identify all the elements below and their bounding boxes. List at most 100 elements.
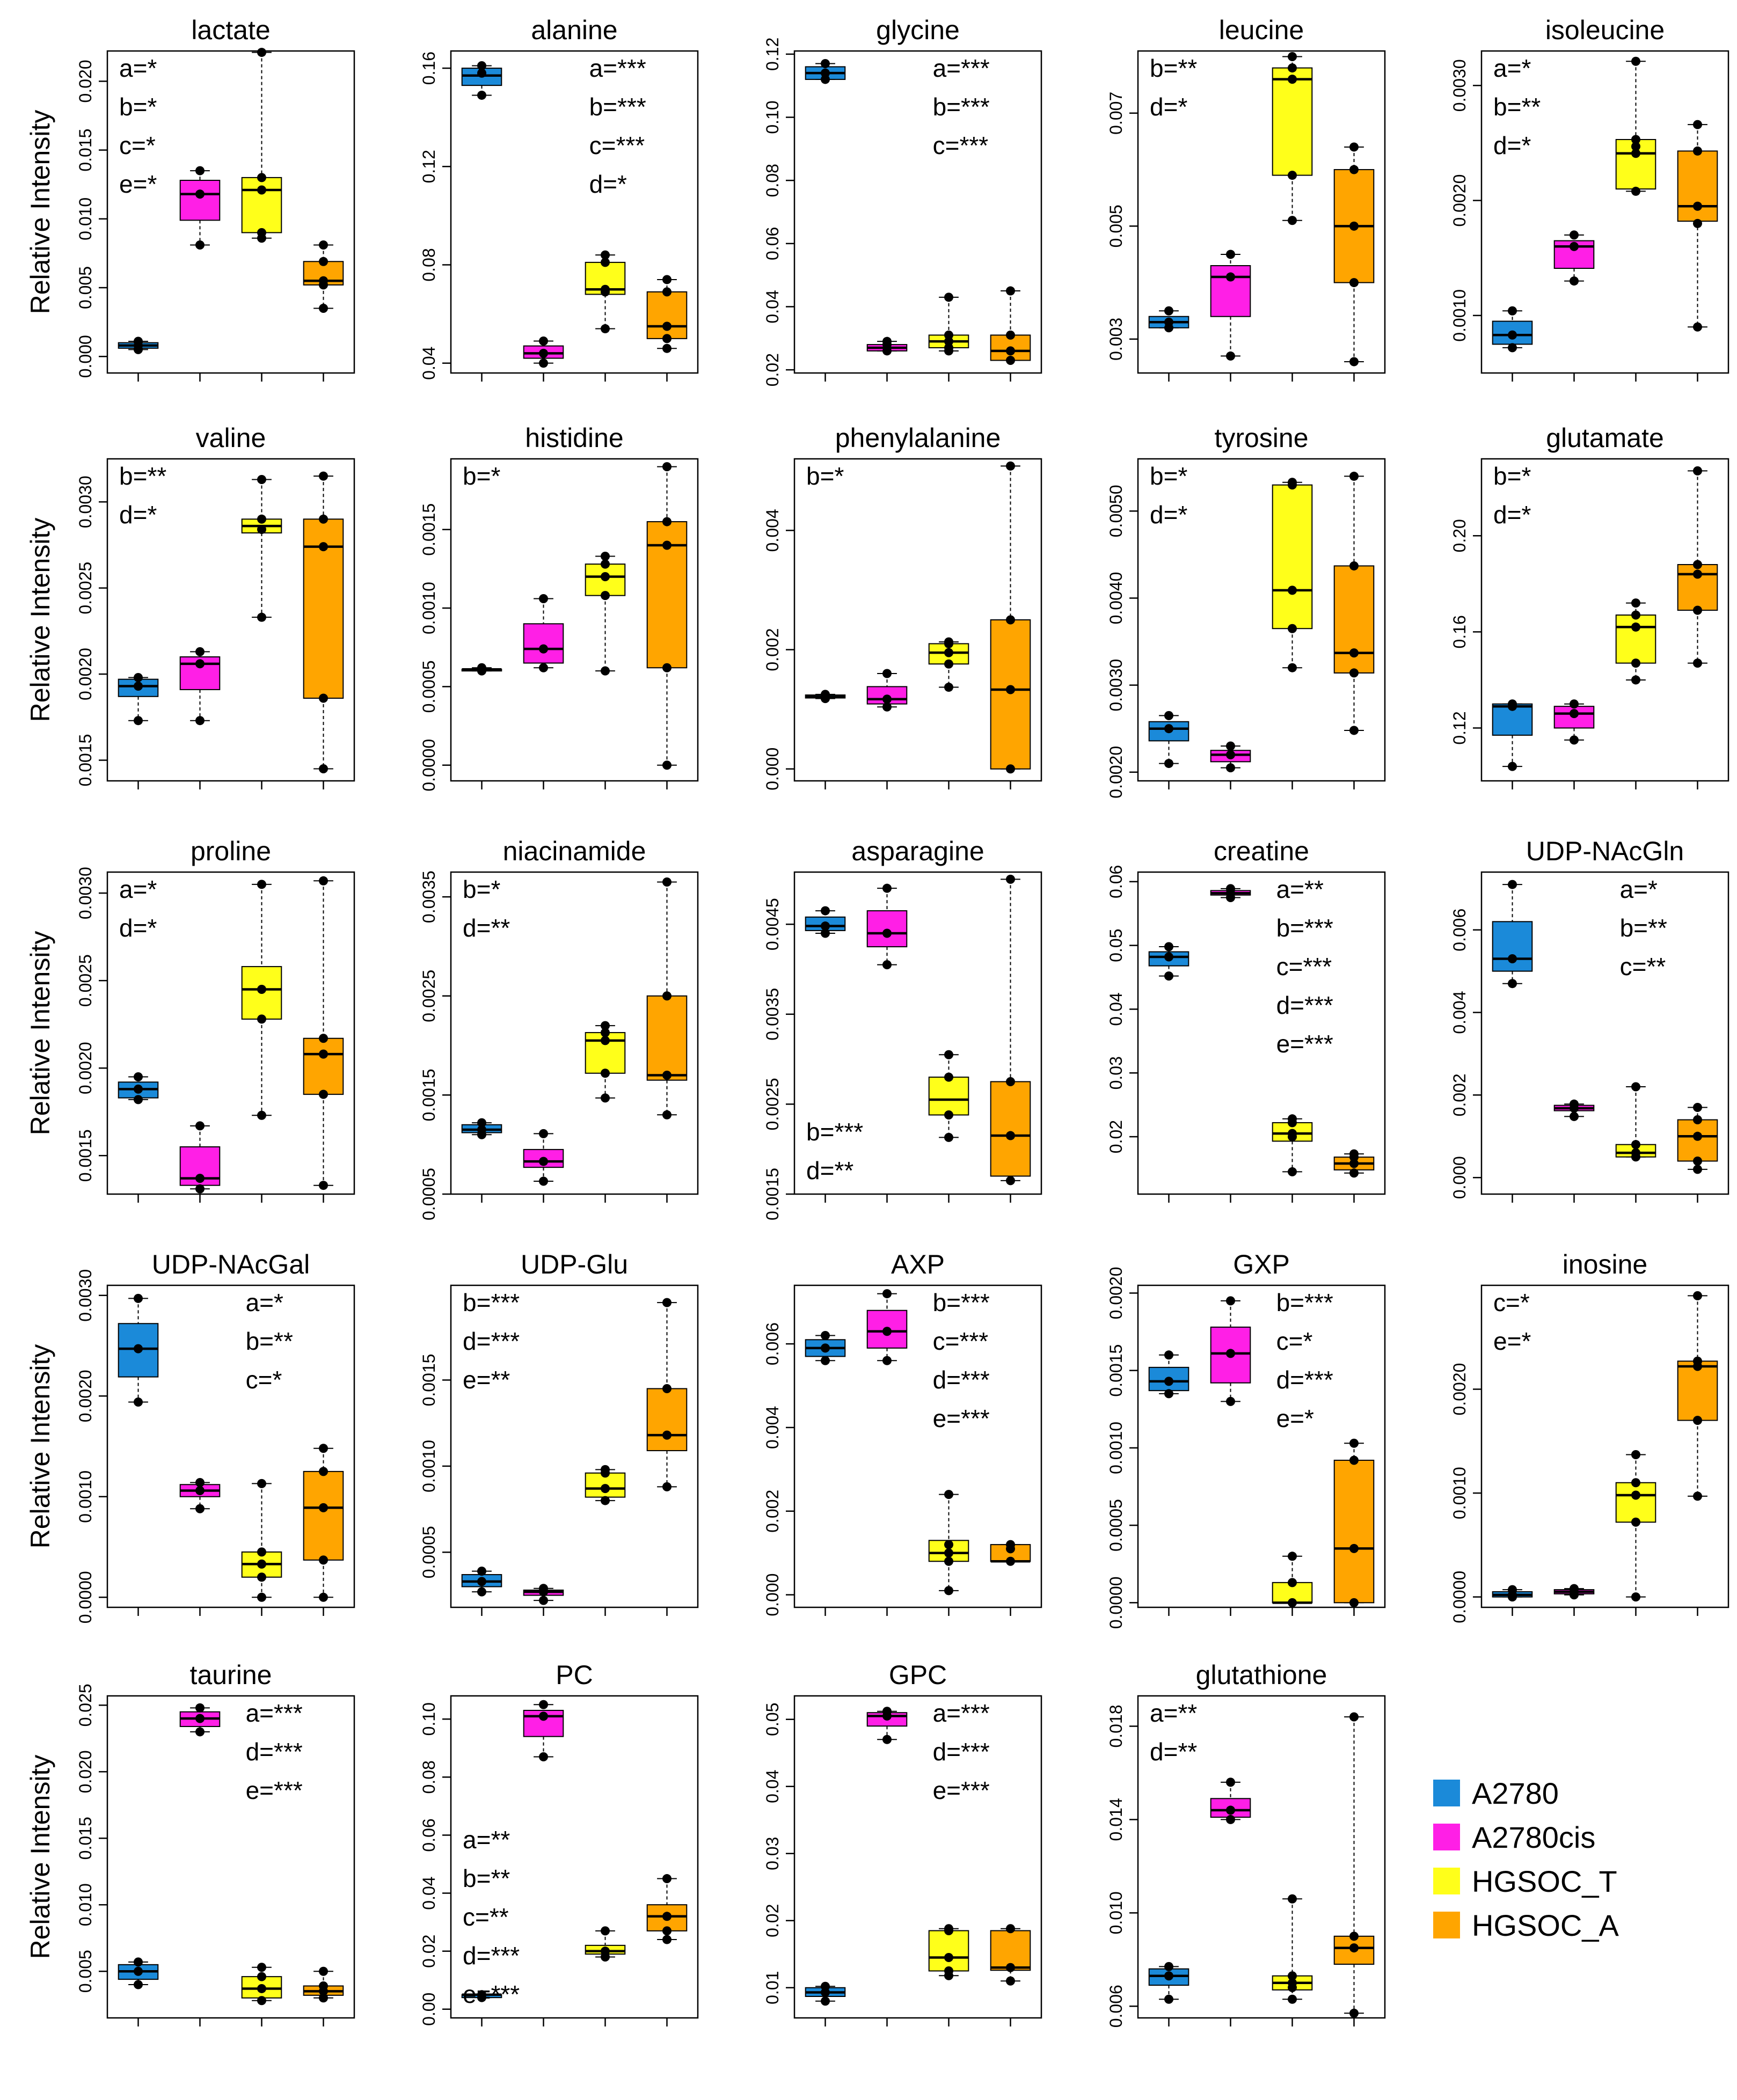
- panel-isoleucine: isoleucine 0.0010 0.0020 0.0030 a=* b=** d=*: [1450, 15, 1729, 382]
- panel-title: niacinamide: [503, 836, 646, 866]
- box-hgsoc-t: [928, 1077, 969, 1116]
- data-point: [821, 75, 830, 84]
- data-point: [1288, 624, 1297, 633]
- data-point: [1288, 1114, 1297, 1124]
- panel-axp: AXP 0.000 0.002 0.004 0.006 b=*** c=*** d=*** e=…: [763, 1249, 1042, 1616]
- data-point: [1288, 52, 1297, 62]
- data-point: [662, 1935, 672, 1944]
- data-point: [662, 663, 672, 672]
- y-tick-label: 0.0000: [419, 739, 439, 792]
- y-tick-label: 0.0030: [1450, 59, 1469, 112]
- plot-frame: [793, 458, 1042, 782]
- data-point: [944, 1924, 953, 1934]
- significance-annotation: c=***: [933, 1327, 989, 1355]
- box-a2780: [1492, 921, 1533, 972]
- data-point: [1349, 668, 1359, 678]
- data-point: [1006, 1077, 1015, 1087]
- y-tick-label: 0.005: [76, 266, 95, 309]
- data-point: [257, 1547, 266, 1557]
- data-point: [1508, 979, 1517, 989]
- significance-annotation: a=***: [933, 1699, 990, 1727]
- significance-annotation: b=***: [933, 1289, 990, 1316]
- legend-item-a2780cis: A2780cis: [1433, 1815, 1723, 1859]
- box-a2780: [1148, 951, 1189, 967]
- significance-annotation: b=***: [1276, 914, 1333, 942]
- significance-annotation: b=*: [1150, 462, 1187, 490]
- significance-annotation: a=**: [1276, 875, 1324, 903]
- y-tick-label: 0.000: [763, 748, 782, 791]
- significance-annotation: d=***: [246, 1738, 303, 1766]
- significance-annotation: d=*: [1493, 131, 1531, 159]
- significance-annotation: d=***: [933, 1366, 990, 1394]
- data-point: [1226, 1777, 1235, 1787]
- data-point: [1226, 272, 1235, 282]
- y-tick-label: 0.20: [1450, 519, 1469, 552]
- data-point: [1349, 1149, 1359, 1159]
- data-point: [539, 1176, 548, 1186]
- panel-title: GPC: [889, 1660, 947, 1690]
- y-tick-label: 0.0020: [1450, 1363, 1469, 1416]
- box-hgsoc-t: [928, 1930, 969, 1972]
- data-point: [1164, 711, 1173, 720]
- data-point: [257, 1110, 266, 1120]
- data-point: [134, 1966, 143, 1976]
- box-hgsoc-a: [1333, 1459, 1375, 1604]
- data-point: [1570, 242, 1579, 251]
- data-point: [1006, 1976, 1015, 1986]
- data-point: [1693, 218, 1702, 228]
- data-point: [1570, 735, 1579, 745]
- panel-asparagine: asparagine 0.0015 0.0025 0.0035 0.0045 b=*** d…: [763, 836, 1042, 1220]
- data-point: [1631, 1517, 1640, 1527]
- data-point: [257, 1963, 266, 1972]
- data-point: [1226, 1805, 1235, 1815]
- data-point: [1349, 1168, 1359, 1178]
- data-point: [1288, 63, 1297, 73]
- data-point: [882, 1707, 892, 1716]
- panel-taurine: taurine Relative Intensity 0.005 0.010 0.015…: [25, 1660, 355, 2026]
- data-point: [1164, 1994, 1173, 2004]
- significance-annotation: b=**: [1620, 914, 1667, 942]
- data-point: [944, 1586, 953, 1596]
- data-point: [257, 185, 266, 195]
- data-point: [662, 343, 672, 353]
- data-point: [257, 1559, 266, 1569]
- data-point: [134, 682, 143, 691]
- data-point: [319, 471, 328, 481]
- plot-frame: [1137, 458, 1386, 782]
- significance-annotation: d=**: [463, 914, 510, 942]
- data-point: [1693, 658, 1702, 668]
- panel-title: glycine: [876, 15, 960, 45]
- data-point: [477, 1118, 486, 1128]
- data-point: [1570, 699, 1579, 709]
- data-point: [257, 228, 266, 237]
- data-point: [662, 877, 672, 887]
- y-tick-label: 0.0020: [1450, 174, 1469, 227]
- y-tick-label: 0.0000: [76, 1571, 95, 1623]
- data-point: [601, 1093, 610, 1103]
- data-point: [1693, 1291, 1702, 1300]
- data-point: [1164, 1350, 1173, 1360]
- significance-annotation: b=***: [463, 1289, 520, 1316]
- data-point: [319, 276, 328, 286]
- y-tick-label: 0.0000: [1450, 1571, 1469, 1623]
- data-point: [1693, 1156, 1702, 1166]
- plot-frame: [1480, 50, 1729, 374]
- significance-annotation: b=*: [463, 462, 500, 490]
- panel-title: UDP-NAcGal: [152, 1249, 310, 1279]
- data-point: [1164, 306, 1173, 316]
- data-point: [1693, 1131, 1702, 1141]
- data-point: [195, 1504, 205, 1513]
- data-point: [601, 1028, 610, 1037]
- data-point: [539, 1700, 548, 1709]
- data-point: [821, 59, 830, 69]
- plot-frame: [450, 871, 699, 1195]
- y-tick-label: 0.010: [76, 1883, 95, 1926]
- data-point: [944, 1953, 953, 1962]
- data-point: [1349, 1438, 1359, 1448]
- panel-udp-nacgln: UDP-NAcGln 0.000 0.002 0.004 0.006 a=* b=** c=*…: [1450, 836, 1729, 1203]
- data-point: [1508, 1585, 1517, 1594]
- significance-annotation: b=***: [1276, 1289, 1333, 1316]
- y-tick-label: 0.0045: [763, 898, 782, 950]
- panel-inosine: inosine 0.0000 0.0010 0.0020 c=* e=*: [1450, 1249, 1729, 1623]
